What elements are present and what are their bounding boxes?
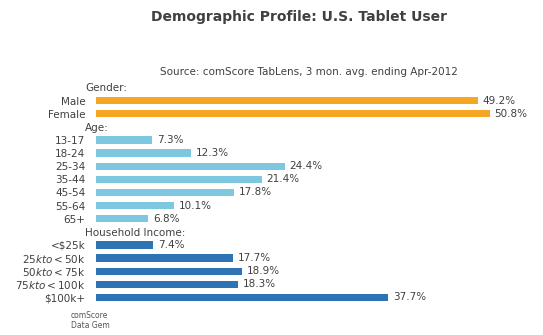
Title: Source: comScore TabLens, 3 mon. avg. ending Apr-2012: Source: comScore TabLens, 3 mon. avg. en… (160, 67, 458, 77)
Text: 21.4%: 21.4% (267, 174, 300, 184)
Text: comScore
Data Gem: comScore Data Gem (71, 311, 109, 330)
Bar (96, 294, 388, 301)
Text: 7.4%: 7.4% (158, 240, 184, 250)
Bar (96, 110, 490, 117)
Text: 12.3%: 12.3% (196, 148, 229, 158)
Bar (96, 202, 174, 209)
Text: 24.4%: 24.4% (290, 161, 323, 171)
Text: 50.8%: 50.8% (495, 109, 528, 119)
Bar (96, 281, 238, 288)
Bar (96, 241, 153, 249)
Text: 18.9%: 18.9% (247, 266, 280, 276)
Text: 6.8%: 6.8% (153, 214, 180, 224)
Bar (96, 97, 477, 104)
Bar (96, 268, 242, 275)
Text: 37.7%: 37.7% (393, 292, 426, 303)
Bar (96, 176, 262, 183)
Text: 49.2%: 49.2% (482, 95, 515, 106)
Text: 7.3%: 7.3% (157, 135, 184, 145)
Text: 18.3%: 18.3% (242, 279, 275, 289)
Bar (96, 136, 153, 143)
Bar (96, 189, 234, 196)
Text: Demographic Profile: U.S. Tablet User: Demographic Profile: U.S. Tablet User (150, 10, 447, 24)
Text: 17.7%: 17.7% (238, 253, 271, 263)
Bar (96, 162, 285, 170)
Bar (96, 149, 191, 157)
Text: 17.8%: 17.8% (238, 187, 272, 197)
Text: 10.1%: 10.1% (179, 201, 212, 210)
Bar (96, 215, 148, 222)
Bar (96, 254, 233, 262)
